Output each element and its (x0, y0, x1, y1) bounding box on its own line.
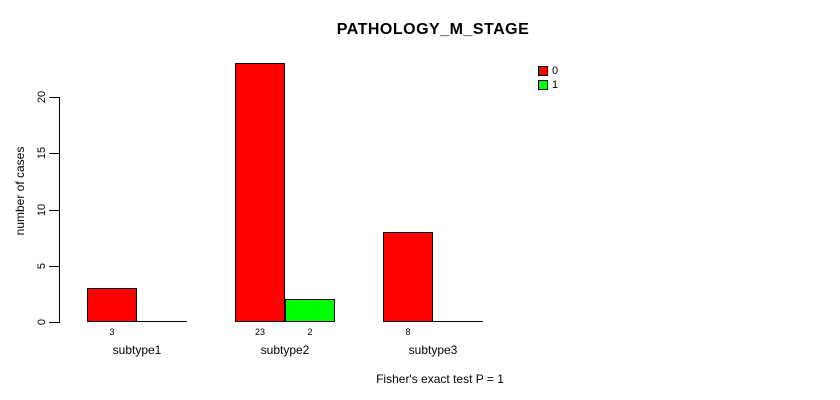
legend-swatch (538, 66, 548, 76)
y-tick (49, 210, 59, 211)
bar (383, 232, 433, 322)
y-tick (49, 322, 59, 323)
caption: Fisher's exact test P = 1 (376, 372, 504, 386)
y-tick (49, 266, 59, 267)
y-axis-title: number of cases (13, 146, 27, 236)
x-category-label: subtype3 (408, 343, 458, 357)
y-tick (49, 97, 59, 98)
zero-bar-baseline (433, 321, 483, 322)
legend-label: 1 (552, 79, 559, 91)
bar-value-label: 8 (405, 327, 411, 337)
y-tick-label: 10 (36, 203, 48, 217)
zero-bar-baseline (137, 321, 187, 322)
y-tick (49, 153, 59, 154)
bar (87, 288, 137, 322)
x-category-label: subtype1 (112, 343, 162, 357)
y-tick-label: 15 (36, 146, 48, 160)
bar-value-label: 23 (254, 327, 266, 337)
legend-swatch (538, 80, 548, 90)
chart-title: PATHOLOGY_M_STAGE (336, 21, 530, 38)
y-tick-label: 0 (36, 318, 48, 326)
y-tick-label: 20 (36, 90, 48, 104)
bar-value-label: 3 (109, 327, 115, 337)
y-axis-line (59, 97, 60, 323)
x-category-label: subtype2 (260, 343, 310, 357)
bar (285, 299, 335, 322)
bar (235, 63, 285, 322)
bar-value-label: 2 (307, 327, 313, 337)
legend-label: 0 (552, 65, 559, 77)
y-tick-label: 5 (36, 262, 48, 270)
